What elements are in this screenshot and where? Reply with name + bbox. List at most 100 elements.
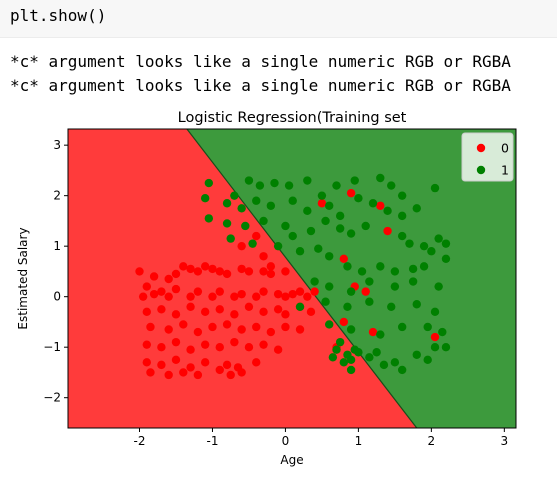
data-point-class-1	[397, 231, 407, 241]
data-point-class-0	[146, 322, 155, 332]
data-point-class-0	[230, 292, 239, 301]
data-point-class-0	[200, 340, 210, 349]
data-point-class-1	[376, 173, 385, 183]
data-point-class-0	[186, 264, 195, 274]
data-point-class-0	[208, 292, 217, 301]
data-point-class-1	[434, 234, 443, 243]
data-point-class-0	[222, 320, 232, 329]
data-point-class-1	[204, 178, 214, 188]
data-point-class-1	[335, 211, 345, 221]
data-point-class-0	[281, 267, 290, 276]
data-point-class-1	[408, 277, 418, 286]
data-point-class-1	[346, 325, 356, 334]
data-point-class-0	[288, 289, 297, 299]
data-point-class-1	[335, 337, 345, 347]
data-point-class-1	[376, 330, 385, 339]
x-tick-label: 0	[282, 434, 290, 448]
data-point-class-0	[266, 269, 276, 279]
data-point-class-1	[390, 282, 400, 291]
legend-label-1: 1	[501, 163, 509, 178]
data-point-class-1	[368, 199, 378, 208]
data-point-class-0	[252, 358, 261, 367]
data-point-class-1	[346, 287, 356, 296]
data-point-class-0	[157, 342, 166, 352]
data-point-class-0	[142, 307, 152, 317]
legend-marker-1	[476, 165, 486, 175]
data-point-class-1	[430, 342, 440, 352]
data-point-class-0	[295, 287, 305, 296]
data-point-class-1	[430, 307, 440, 317]
data-point-class-0	[186, 292, 195, 301]
data-point-class-0	[157, 360, 166, 370]
data-point-class-0	[142, 282, 152, 291]
data-point-class-0	[376, 201, 385, 210]
x-tick-label: -2	[134, 434, 146, 448]
data-point-class-1	[438, 327, 447, 337]
data-point-class-1	[390, 358, 400, 367]
data-point-class-1	[325, 252, 334, 261]
data-point-class-0	[368, 327, 378, 337]
data-point-class-0	[273, 305, 283, 314]
data-point-class-0	[252, 322, 261, 332]
data-point-class-1	[310, 277, 319, 286]
series-1-points	[200, 173, 451, 375]
data-point-class-0	[346, 188, 356, 198]
data-point-class-1	[288, 196, 297, 205]
x-tick-label: 3	[501, 434, 509, 448]
data-point-class-1	[361, 221, 370, 231]
data-point-class-0	[222, 360, 232, 370]
data-point-class-1	[365, 277, 374, 286]
data-point-class-1	[423, 322, 432, 332]
data-point-class-1	[423, 355, 432, 365]
x-tick-label: 2	[428, 434, 436, 448]
data-point-class-0	[157, 287, 166, 296]
legend: 01	[461, 132, 514, 182]
data-point-class-0	[193, 370, 203, 380]
data-point-class-1	[430, 183, 440, 193]
data-point-class-1	[397, 191, 407, 200]
data-point-class-1	[339, 358, 349, 367]
warning-output-line: *c* argument looks like a single numeric…	[10, 76, 511, 95]
data-point-class-0	[215, 267, 224, 276]
y-tick-label: −1	[43, 340, 61, 354]
data-point-class-1	[270, 178, 279, 188]
data-point-class-0	[259, 340, 268, 349]
data-point-class-1	[405, 239, 414, 248]
data-point-class-1	[314, 244, 323, 253]
data-point-class-1	[248, 239, 257, 248]
data-point-class-1	[244, 176, 254, 185]
data-point-class-0	[208, 264, 217, 274]
data-point-class-1	[273, 241, 283, 251]
data-point-class-0	[430, 332, 440, 342]
data-point-class-1	[383, 206, 392, 216]
data-point-class-0	[171, 355, 181, 365]
data-point-class-1	[295, 247, 305, 256]
data-point-class-1	[346, 355, 356, 365]
data-point-class-1	[255, 181, 265, 190]
data-point-class-0	[186, 363, 195, 372]
data-point-class-1	[365, 297, 374, 306]
data-point-class-1	[357, 267, 367, 276]
data-point-class-0	[142, 340, 152, 349]
data-point-class-1	[335, 224, 345, 233]
data-point-class-1	[306, 226, 316, 236]
x-axis-label: Age	[280, 453, 303, 467]
data-point-class-0	[200, 307, 210, 317]
y-tick-label: −2	[43, 391, 61, 405]
data-point-class-0	[259, 307, 268, 317]
data-point-class-0	[208, 322, 217, 332]
data-point-class-0	[164, 325, 173, 334]
data-point-class-0	[157, 305, 166, 314]
warning-output-line: *c* argument looks like a single numeric…	[10, 52, 511, 71]
data-point-class-1	[354, 193, 363, 203]
data-point-class-1	[332, 345, 341, 354]
data-point-class-1	[441, 342, 451, 352]
data-point-class-1	[328, 353, 338, 362]
data-point-class-0	[179, 320, 188, 329]
code-cell[interactable]: plt.show()	[0, 0, 557, 38]
legend-box	[461, 132, 514, 182]
data-point-class-1	[222, 199, 232, 208]
data-point-class-0	[266, 327, 276, 337]
data-point-class-0	[244, 302, 254, 311]
data-point-class-0	[142, 358, 152, 367]
